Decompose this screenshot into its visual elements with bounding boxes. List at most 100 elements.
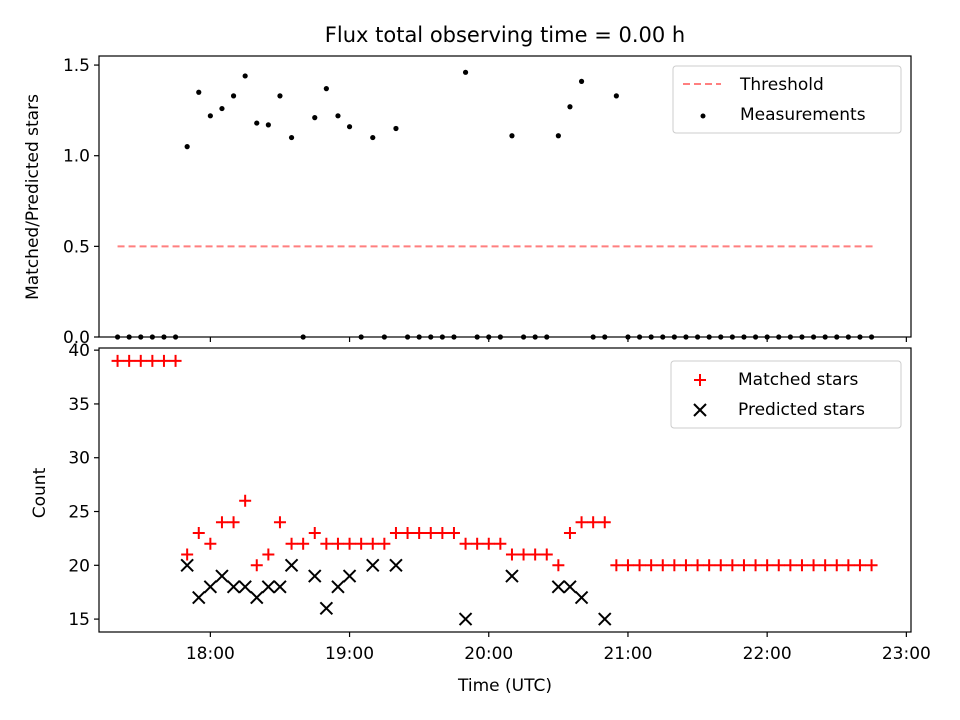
matched-stars-point (471, 537, 484, 550)
x-tick-label: 22:00 (743, 644, 792, 664)
matched-stars-point (192, 527, 205, 540)
measurement-point (346, 124, 353, 130)
bottom-plot-area (111, 354, 878, 626)
y-tick-label: 20 (68, 556, 90, 576)
measurement-point (578, 78, 585, 84)
measurement-point (335, 113, 341, 119)
predicted-stars-point (366, 558, 380, 573)
matched-stars-point (505, 548, 518, 561)
top-y-axis-label: Matched/Predicted stars (23, 94, 43, 300)
matched-stars-point (645, 559, 658, 572)
matched-stars-point (331, 537, 344, 550)
matched-stars-point (761, 559, 774, 572)
matched-stars-point (250, 559, 263, 572)
bottom-legend: Matched stars Predicted stars (670, 360, 902, 429)
matched-stars-point (552, 559, 565, 572)
measurements-legend-label: Measurements (740, 105, 866, 125)
predicted-stars-point (551, 580, 566, 594)
predicted-stars-point (261, 580, 276, 594)
matched-stars-point (575, 516, 588, 529)
matched-stars-point (621, 559, 634, 572)
matched-stars-point (204, 537, 217, 550)
matched-stars-point (447, 527, 460, 540)
predicted-stars-point (192, 590, 206, 605)
matched-stars-point (366, 537, 379, 550)
matched-stars-legend-label: Matched stars (738, 370, 858, 390)
x-tick-label: 23:00 (882, 644, 931, 664)
matched-stars-point (134, 354, 147, 367)
matched-stars-point (227, 516, 240, 529)
matched-stars-point (343, 537, 356, 550)
bottom-x-axis-label: Time (UTC) (457, 676, 552, 696)
matched-stars-point (157, 354, 170, 367)
measurement-point (254, 120, 260, 126)
predicted-stars-point (238, 580, 252, 594)
matched-stars-point (691, 559, 704, 572)
predicted-stars-point (574, 590, 589, 605)
top-axes: 0.0 0.5 1.0 1.5 (63, 56, 907, 348)
matched-stars-point (285, 537, 298, 550)
matched-stars-point (668, 559, 681, 572)
matched-stars-point (482, 537, 495, 550)
predicted-stars-legend-swatch (693, 403, 707, 417)
chart-title: Flux total observing time = 0.00 h (325, 23, 685, 47)
matched-stars-point (424, 527, 437, 540)
predicted-stars-point (215, 569, 229, 583)
bottom-legend-box (670, 360, 902, 429)
matched-stars-point (714, 559, 727, 572)
predicted-stars-point (342, 569, 357, 583)
matched-stars-point (459, 537, 472, 550)
matched-stars-point (587, 516, 600, 529)
measurement-point (288, 134, 295, 141)
measurement-point (509, 133, 515, 139)
predicted-stars-point (505, 569, 519, 583)
x-tick-label: 19:00 (325, 644, 374, 664)
y-tick-label: 25 (68, 503, 90, 523)
matched-stars-point (772, 559, 785, 572)
matched-stars-point (610, 559, 623, 572)
predicted-stars-point (331, 580, 345, 594)
x-tick-label: 21:00 (603, 644, 652, 664)
measurement-point (567, 104, 573, 110)
matched-stars-point (494, 537, 507, 550)
x-tick-label: 18:00 (186, 644, 235, 664)
matched-stars-point (181, 548, 194, 561)
predicted-stars-legend-label: Predicted stars (738, 400, 865, 420)
matched-stars-point (737, 559, 750, 572)
matched-stars-legend-swatch (694, 374, 706, 386)
measurement-point (230, 93, 237, 99)
y-tick-label: 1.5 (63, 56, 90, 76)
threshold-legend-label: Threshold (739, 75, 824, 95)
matched-stars-point (842, 559, 855, 572)
predicted-stars-point (598, 612, 612, 626)
matched-stars-point (146, 354, 159, 367)
measurement-point (277, 93, 283, 99)
matched-stars-point (262, 548, 275, 561)
y-tick-label: 40 (68, 341, 90, 361)
predicted-stars-point (273, 580, 287, 594)
matched-stars-point (308, 527, 321, 540)
top-plot-frame (98, 55, 912, 338)
top-legend: Threshold Measurements (672, 65, 902, 134)
matched-stars-point (297, 537, 310, 550)
matched-stars-point (378, 537, 391, 550)
matched-stars-point (355, 537, 368, 550)
x-tick-label: 20:00 (464, 644, 513, 664)
predicted-stars-point (226, 580, 241, 594)
matched-stars-point (865, 559, 878, 572)
matched-stars-point (830, 559, 843, 572)
measurements-legend-swatch (700, 113, 706, 119)
matched-stars-point (540, 548, 553, 561)
measurement-point (242, 73, 248, 79)
top-legend-box (672, 65, 902, 134)
matched-stars-point (413, 527, 426, 540)
matched-stars-point (679, 559, 692, 572)
predicted-stars-point (250, 590, 264, 605)
matched-stars-point (819, 559, 832, 572)
top-panel: Matched/Predicted stars 0.0 0.5 1.0 1.5 Thr… (23, 55, 912, 348)
bottom-y-axis-label: Count (30, 467, 50, 518)
predicted-stars-point (319, 601, 334, 616)
predicted-stars-point (203, 580, 218, 594)
measurement-point (196, 89, 202, 95)
